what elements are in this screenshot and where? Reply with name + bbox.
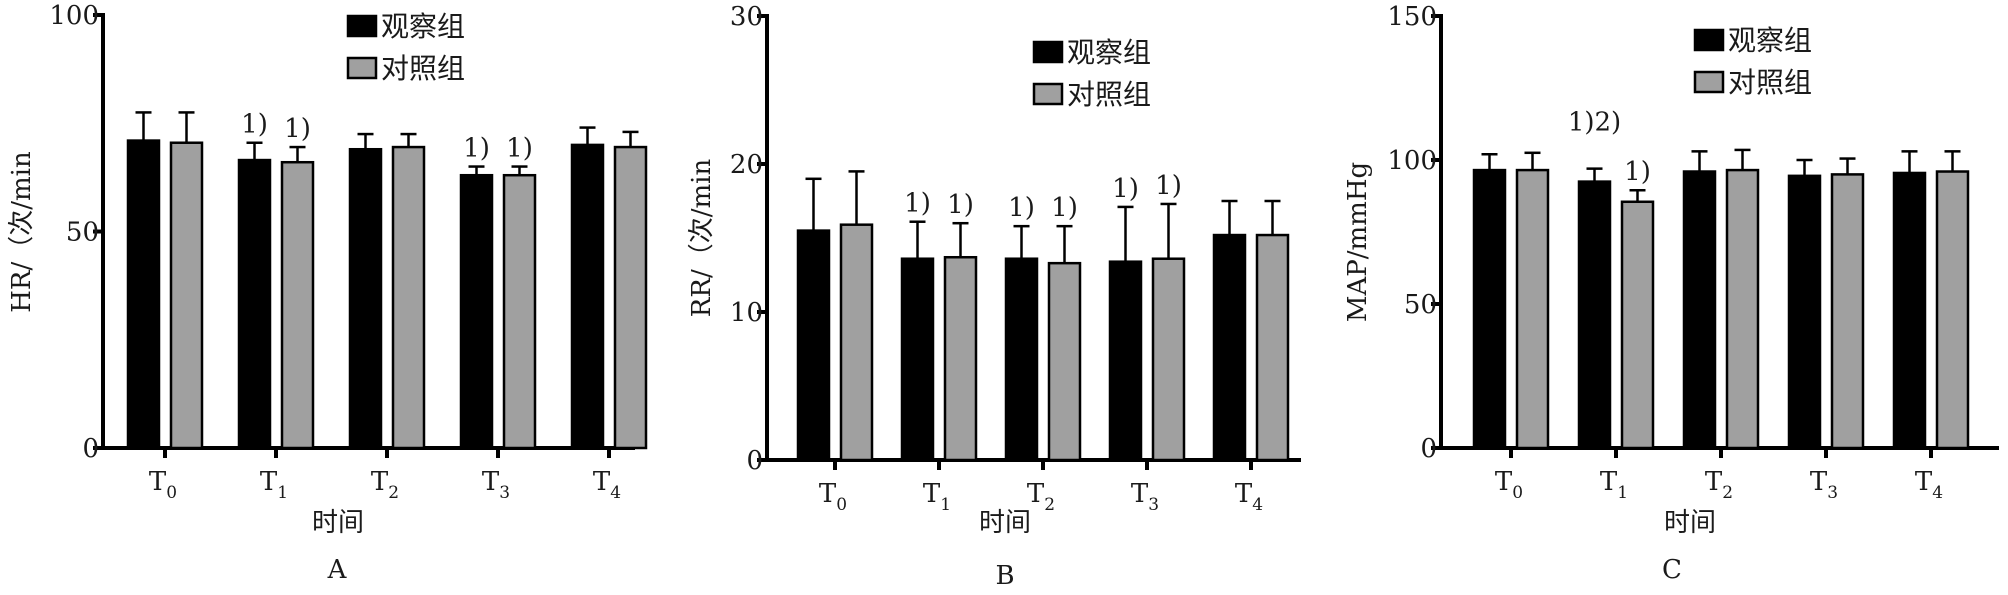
- x-tick-label: T0: [149, 467, 177, 503]
- x-tick-label: T0: [819, 479, 847, 515]
- legend-label: 对照组: [1067, 78, 1151, 111]
- y-tick-label: 150: [1387, 2, 1437, 32]
- x-tick-label: T2: [371, 467, 399, 503]
- bar: [1682, 170, 1717, 450]
- x-tick-label: T4: [593, 467, 621, 503]
- significance-label: 1): [506, 134, 533, 164]
- legend-swatch: [346, 56, 378, 80]
- y-axis-title: HR/（次/min: [7, 151, 37, 313]
- legend-label: 观察组: [1728, 24, 1812, 57]
- legend-swatch: [1693, 28, 1725, 52]
- y-tick-label: 20: [730, 150, 763, 180]
- y-tick-label: 50: [66, 218, 99, 248]
- y-tick-label: 10: [730, 298, 763, 328]
- legend-label: 观察组: [1067, 36, 1151, 69]
- y-axis-title: MAP/mmHg: [1343, 162, 1373, 322]
- bar: [1212, 233, 1247, 462]
- x-tick-label: T2: [1027, 479, 1055, 515]
- legend-swatch: [1032, 40, 1064, 64]
- x-tick-label: T2: [1705, 467, 1733, 503]
- significance-label: 1): [904, 189, 931, 219]
- bar: [1108, 260, 1143, 462]
- bar: [237, 158, 272, 450]
- panel-label: C: [1662, 555, 1682, 585]
- bar: [1255, 233, 1290, 462]
- x-axis-title: 时间: [979, 508, 1031, 538]
- y-tick-label: 0: [1420, 434, 1437, 464]
- bar: [459, 173, 494, 450]
- significance-label: 1): [1624, 157, 1651, 187]
- x-tick-label: T1: [260, 467, 288, 503]
- y-tick-label: 30: [730, 2, 763, 32]
- x-axis-title: 时间: [1664, 508, 1716, 538]
- bar: [391, 145, 426, 450]
- x-tick-label: T0: [1495, 467, 1523, 503]
- x-tick-label: T3: [482, 467, 510, 503]
- chart-panel-C: 0 50 100 150 MAP/mmHg 时间 C T0 T1 T2 T3 T4 1)2)1) 观察组对…: [1343, 2, 1999, 585]
- bar: [126, 139, 161, 450]
- legend-swatch: [1693, 70, 1725, 94]
- bar: [1047, 261, 1082, 462]
- y-tick-label: 0: [746, 446, 763, 476]
- bar: [1577, 180, 1612, 450]
- significance-label: 1): [241, 110, 268, 140]
- significance-label: 1)2): [1568, 108, 1621, 138]
- bar: [839, 223, 874, 462]
- significance-label: 1): [284, 114, 311, 144]
- bar: [900, 257, 935, 462]
- y-axis-title: RR/（次/min: [687, 159, 717, 318]
- bar: [1515, 168, 1550, 450]
- x-tick-label: T3: [1131, 479, 1159, 515]
- significance-label: 1): [1155, 171, 1182, 201]
- bar: [169, 141, 204, 450]
- panel-label: A: [327, 555, 348, 585]
- bar: [1620, 200, 1655, 450]
- y-tick-label: 0: [82, 434, 99, 464]
- y-tick-label: 50: [1404, 290, 1437, 320]
- bar: [1004, 257, 1039, 462]
- significance-label: 1): [463, 134, 490, 164]
- significance-label: 1): [1112, 174, 1139, 204]
- bar: [613, 145, 648, 450]
- bar: [1830, 173, 1865, 450]
- bar: [348, 147, 383, 450]
- y-tick-label: 100: [1387, 146, 1437, 176]
- x-tick-label: T3: [1810, 467, 1838, 503]
- y-tick-label: 100: [49, 1, 99, 31]
- x-tick-label: T1: [923, 479, 951, 515]
- x-axis-title: 时间: [312, 508, 364, 538]
- bar: [570, 143, 605, 450]
- x-tick-label: T4: [1235, 479, 1263, 515]
- bar: [502, 173, 537, 450]
- significance-label: 1): [1008, 193, 1035, 223]
- significance-label: 1): [1051, 193, 1078, 223]
- legend-label: 观察组: [381, 10, 465, 43]
- chart-panel-B: 0 10 20 30 RR/（次/min 时间 B T0 T1 T2 T3 T4 1) 1) 1) 1) 1) 1…: [687, 2, 1301, 591]
- bar: [796, 229, 831, 462]
- bar: [280, 160, 315, 450]
- bar: [1725, 168, 1760, 450]
- legend-label: 对照组: [381, 52, 465, 85]
- bar: [1935, 170, 1970, 450]
- bar: [1787, 174, 1822, 450]
- x-tick-label: T1: [1600, 467, 1628, 503]
- legend-swatch: [346, 14, 378, 38]
- legend-swatch: [1032, 82, 1064, 106]
- chart-panel-A: 0 50 100 HR/（次/min 时间 A T0 T1 T2 T3 T4 1) 1) 1) 1) 观察组对…: [7, 1, 648, 585]
- bar: [1472, 168, 1507, 450]
- panel-label: B: [995, 561, 1014, 591]
- bar: [1892, 171, 1927, 450]
- legend-label: 对照组: [1728, 66, 1812, 99]
- bar: [1151, 257, 1186, 462]
- bar: [943, 255, 978, 462]
- significance-label: 1): [947, 190, 974, 220]
- x-tick-label: T4: [1915, 467, 1943, 503]
